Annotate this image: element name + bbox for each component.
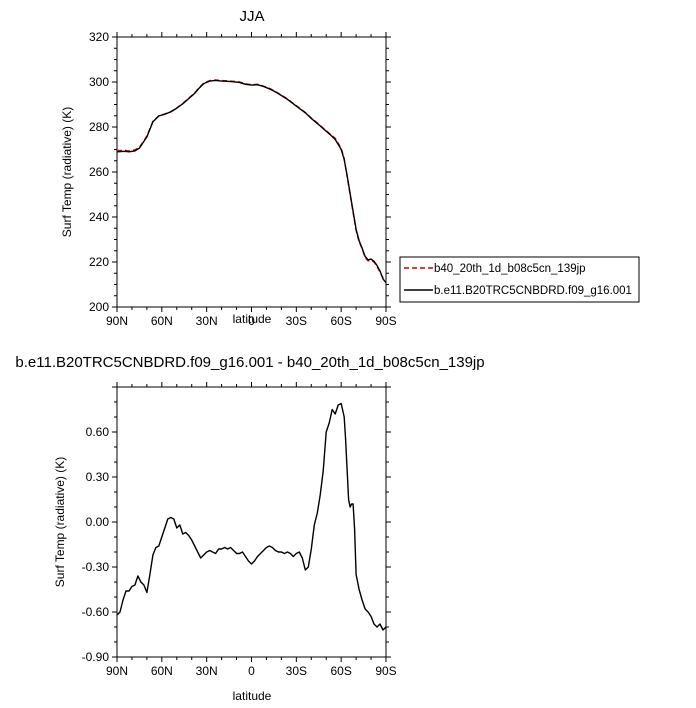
bottom-chart-plot-frame [116, 386, 387, 658]
bottom-chart-x-tick-label: 0 [248, 664, 255, 678]
bottom-chart-y-tick-label: 0.60 [86, 425, 110, 439]
top-chart-y-tick-label: 220 [89, 255, 109, 269]
bottom-chart-x-tick-label: 60S [330, 664, 351, 678]
top-chart-x-tick-label: 90S [375, 314, 396, 328]
bottom-chart-x-tick-label: 30S [286, 664, 307, 678]
legend-label-series-1: b40_20th_1d_b08c5cn_139jp [434, 263, 586, 275]
top-chart-y-tick-label: 200 [89, 300, 109, 314]
bottom-chart-y-tick-label: -0.30 [82, 560, 110, 574]
bottom-chart-y-axis-label: Surf Temp (radiative) (K) [53, 457, 67, 587]
top-chart-y-tick-label: 260 [89, 165, 109, 179]
top-chart-series-line-1 [116, 79, 387, 282]
top-chart-x-tick-label: 30N [196, 314, 218, 328]
top-chart-plot-frame [116, 36, 387, 308]
bottom-chart-y-tick-label: 0.00 [86, 515, 110, 529]
top-chart-x-axis-label: latitude [233, 312, 272, 326]
top-chart-x-tick-label: 60S [330, 314, 351, 328]
bottom-chart-y-tick-label: -0.60 [82, 605, 110, 619]
top-chart-x-tick-label: 60N [151, 314, 173, 328]
legend-box [399, 256, 640, 303]
bottom-chart-y-tick-label: 0.30 [86, 470, 110, 484]
top-chart-y-tick-label: 320 [89, 30, 109, 44]
top-chart-title: JJA [239, 8, 264, 25]
top-chart-y-axis-label: Surf Temp (radiative) (K) [60, 107, 74, 237]
top-chart-series-line-2 [116, 79, 387, 284]
bottom-chart-x-tick-label: 90N [106, 664, 128, 678]
top-chart-y-tick-label: 300 [89, 75, 109, 89]
bottom-chart-title: b.e11.B20TRC5CNBDRD.f09_g16.001 - b40_20… [15, 354, 484, 371]
top-chart-x-tick-label: 0 [248, 314, 255, 328]
bottom-chart-x-tick-label: 30N [196, 664, 218, 678]
top-chart-x-tick-label: 90N [106, 314, 128, 328]
bottom-chart-x-tick-label: 60N [151, 664, 173, 678]
bottom-chart-y-tick-label: -0.90 [82, 650, 110, 664]
top-chart-y-tick-label: 280 [89, 120, 109, 134]
bottom-chart-x-axis-label: latitude [233, 689, 272, 703]
bottom-chart-series-line-1 [116, 402, 387, 631]
bottom-chart-x-tick-label: 90S [375, 664, 396, 678]
legend-label-series-2: b.e11.B20TRC5CNBDRD.f09_g16.001 [434, 285, 632, 297]
top-chart-x-tick-label: 30S [286, 314, 307, 328]
top-chart-y-tick-label: 240 [89, 210, 109, 224]
top-chart-legend: b40_20th_1d_b08c5cn_139jp b.e11.B20TRC5C… [399, 256, 640, 303]
bottom-chart: 90N 60N 30N 0 30S 60S 90S -0.90 -0.60 -0.30 0.00 0.… [82, 382, 397, 678]
top-chart: 90N 60N 30N 0 30S 60S 90S 200 220 240 260 280 300 320 [89, 30, 397, 328]
